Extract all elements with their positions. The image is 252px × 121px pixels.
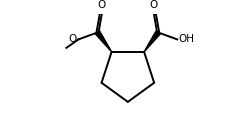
- Polygon shape: [144, 31, 160, 52]
- Text: O: O: [150, 0, 158, 10]
- Text: O: O: [97, 0, 105, 10]
- Text: O: O: [68, 34, 76, 44]
- Text: OH: OH: [178, 34, 194, 44]
- Polygon shape: [96, 31, 112, 52]
